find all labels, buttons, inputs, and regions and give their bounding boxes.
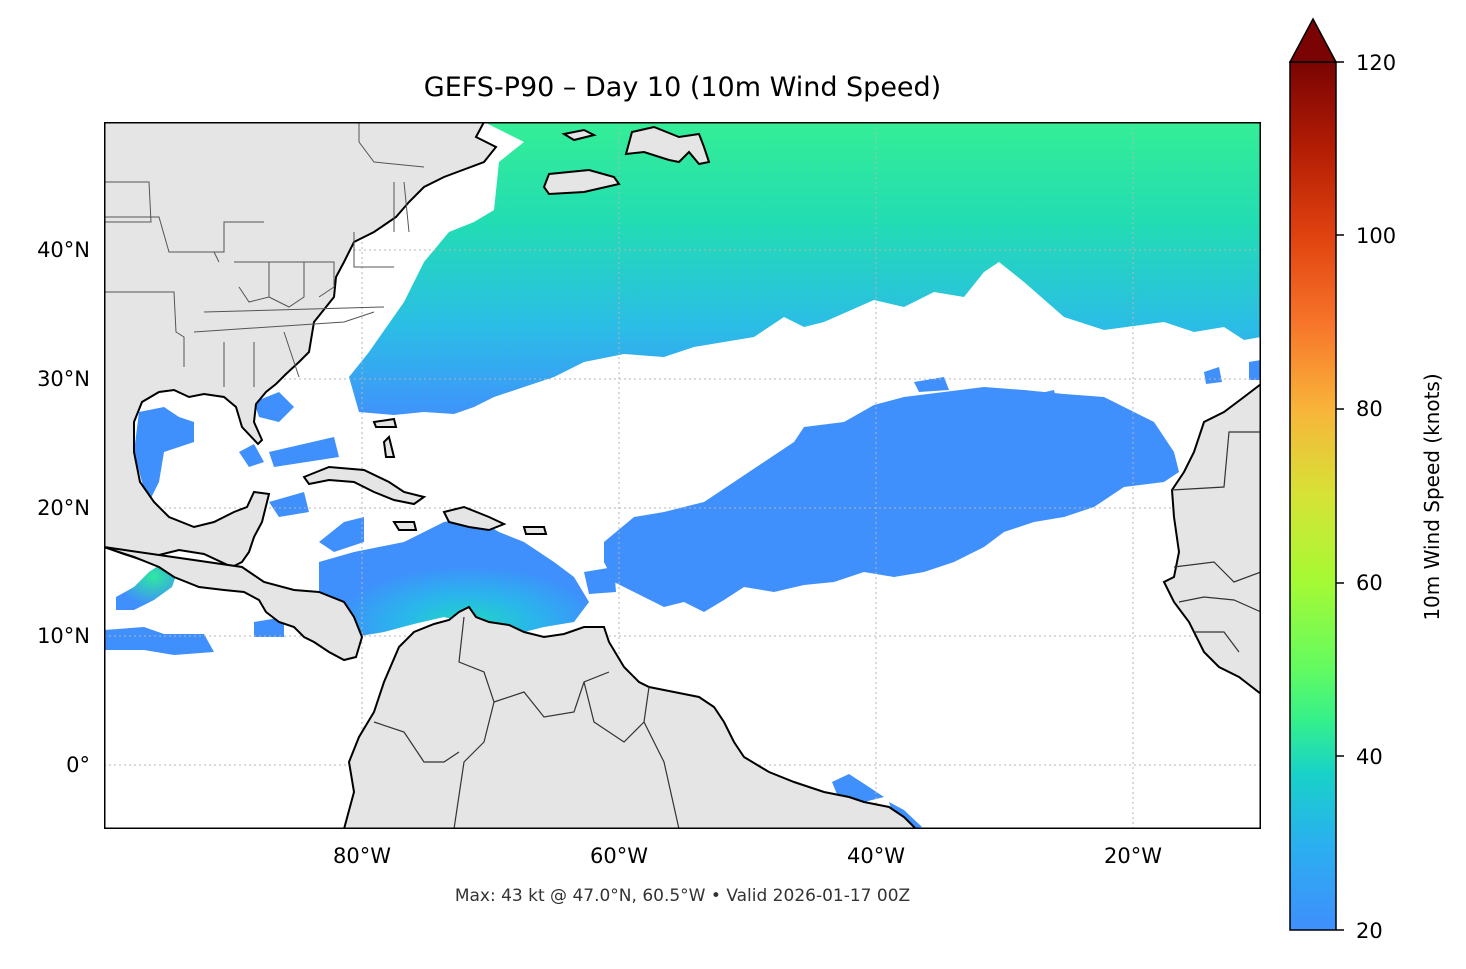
lon-tick-20w: 20°W bbox=[1104, 844, 1162, 868]
wind-field-caribbean-north bbox=[269, 437, 364, 552]
land-africa bbox=[1162, 382, 1261, 696]
footer-caption: Max: 43 kt @ 47.0°N, 60.5°W • Valid 2026… bbox=[454, 886, 911, 906]
wind-field-subtropical-band bbox=[604, 387, 1179, 612]
land-pei bbox=[561, 128, 597, 142]
colorbar-tick-40: 40 bbox=[1356, 745, 1383, 769]
colorbar-extend-max-icon bbox=[1288, 17, 1338, 63]
wind-field-caribbean bbox=[319, 517, 589, 637]
map-border bbox=[104, 122, 1261, 829]
colorbar-tick-60: 60 bbox=[1356, 571, 1383, 595]
land-jamaica bbox=[392, 521, 418, 531]
wind-field-north-atlantic bbox=[349, 122, 1261, 415]
state-borders bbox=[104, 122, 425, 387]
land-bahamas bbox=[372, 417, 398, 458]
map-panel bbox=[104, 122, 1261, 829]
land-newfoundland bbox=[624, 125, 711, 166]
land-cuba bbox=[302, 465, 427, 506]
lat-tick-40n: 40°N bbox=[37, 238, 90, 262]
colorbar-tick-120: 120 bbox=[1356, 51, 1397, 75]
country-borders-africa bbox=[1171, 431, 1261, 653]
lat-tick-0: 0° bbox=[66, 753, 90, 777]
land-nova-scotia bbox=[542, 168, 621, 196]
lat-tick-20n: 20°N bbox=[37, 496, 90, 520]
wind-field-gulf-of-mexico bbox=[134, 392, 294, 502]
land-hispaniola bbox=[442, 505, 507, 532]
figure-title: GEFS-P90 – Day 10 (10m Wind Speed) bbox=[423, 72, 942, 103]
wind-field-tehuantepec bbox=[116, 562, 179, 610]
colorbar-label: 10m Wind Speed (knots) bbox=[1420, 373, 1444, 621]
colorbar-tick-20: 20 bbox=[1356, 919, 1383, 943]
lat-tick-30n: 30°N bbox=[37, 367, 90, 391]
colorbar-tick-100: 100 bbox=[1356, 224, 1397, 248]
country-borders-south-america bbox=[373, 616, 680, 829]
lat-tick-10n: 10°N bbox=[37, 624, 90, 648]
land-central-america bbox=[104, 546, 364, 662]
lon-tick-60w: 60°W bbox=[590, 844, 648, 868]
land-south-america bbox=[342, 605, 918, 829]
land-puerto-rico bbox=[522, 526, 548, 535]
land-north-america bbox=[104, 122, 498, 569]
lon-tick-40w: 40°W bbox=[847, 844, 905, 868]
colorbar-tick-80: 80 bbox=[1356, 397, 1383, 421]
colorbar bbox=[1288, 17, 1344, 931]
lon-tick-80w: 80°W bbox=[333, 844, 391, 868]
